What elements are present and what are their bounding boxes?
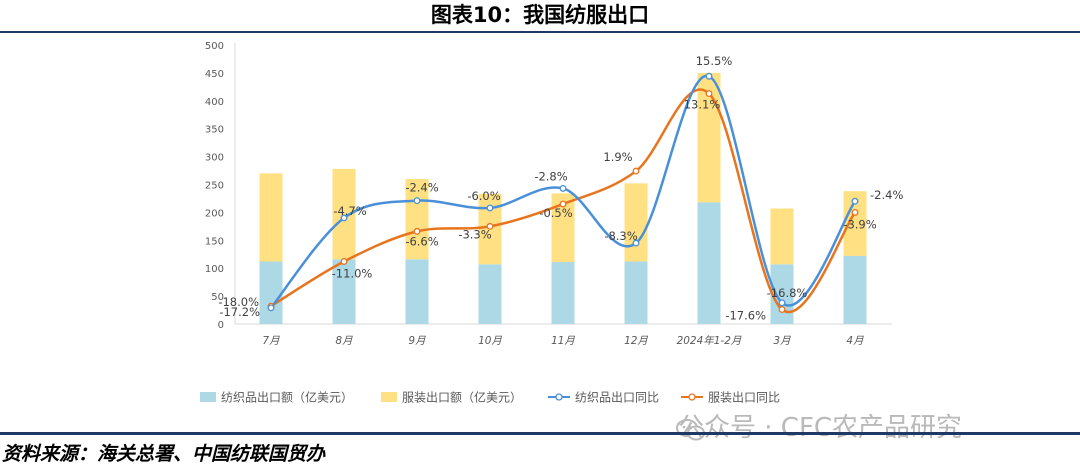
- watermark: 公众号 · CFC农产品研究: [678, 413, 963, 443]
- x-tick-label: 8月: [335, 335, 353, 347]
- point-apparel-yoy: [778, 306, 786, 313]
- data-label-apparel-yoy: -17.6%: [725, 308, 766, 322]
- data-label-apparel-yoy: -3.9%: [843, 217, 876, 231]
- x-tick-label: 9月: [408, 335, 426, 347]
- y-tick-label: 500: [205, 41, 224, 52]
- data-label-apparel-yoy: -6.6%: [405, 234, 438, 248]
- legend-textile-yoy: 纺织品出口同比: [575, 391, 659, 405]
- line-apparel-yoy: [270, 88, 857, 314]
- y-tick-label: 300: [205, 153, 224, 164]
- y-tick-label: 400: [205, 97, 224, 108]
- y-tick-label: 250: [205, 181, 224, 192]
- point-apparel-yoy: [413, 227, 421, 235]
- data-label-textile-yoy: -8.3%: [604, 229, 637, 243]
- figure-title: 图表10：我国纺服出口: [430, 3, 650, 27]
- bar-textile-export: [332, 259, 356, 324]
- y-tick-label: 350: [205, 125, 224, 136]
- point-textile-yoy: [267, 304, 275, 312]
- chart: 0 50 100 150 200 250 300 350 400 450 500 7月 8月 9月 10月…: [200, 41, 903, 405]
- y-tick-label: 50: [211, 292, 224, 303]
- legend-textile-export: 纺织品出口额（亿美元）: [221, 390, 353, 405]
- y-tick-label: 150: [205, 236, 224, 247]
- bar-textile-export: [770, 264, 794, 324]
- bar-apparel-export: [332, 168, 356, 260]
- data-label-textile-yoy: -16.8%: [767, 286, 808, 300]
- bar-textile-export: [405, 259, 429, 324]
- x-tick-label: 4月: [846, 335, 864, 347]
- x-tick-label: 11月: [551, 335, 575, 347]
- bar-textile-export: [843, 255, 867, 324]
- bar-apparel-export: [770, 208, 794, 265]
- bar-apparel-export: [843, 191, 867, 256]
- point-textile-yoy: [413, 197, 421, 205]
- y-tick-label: 0: [218, 320, 224, 331]
- bar-textile-export: [551, 262, 575, 324]
- source-note: 资料来源：海关总署、中国纺联国贸办: [2, 443, 326, 465]
- lines: [267, 72, 859, 314]
- x-axis: 7月 8月 9月 10月 11月 12月 2024年1-2月 3月 4月: [262, 335, 864, 347]
- point-apparel-yoy: [851, 208, 859, 216]
- data-label-apparel-yoy: -3.3%: [458, 227, 491, 241]
- point-apparel-yoy: [340, 258, 348, 265]
- point-apparel-yoy: [705, 90, 713, 97]
- point-textile-yoy: [486, 204, 494, 212]
- data-label-textile-yoy: -18.0%: [218, 295, 259, 309]
- bar-apparel-export: [405, 178, 429, 260]
- x-tick-label: 2024年1-2月: [677, 335, 742, 347]
- legend-textile-yoy-marker: [555, 393, 563, 401]
- data-label-apparel-yoy: -11.0%: [332, 267, 373, 281]
- point-apparel-yoy: [559, 200, 567, 208]
- data-label-textile-yoy: 15.5%: [696, 54, 733, 68]
- data-label-apparel-yoy: -17.2%: [219, 305, 260, 319]
- x-tick-label: 3月: [773, 335, 791, 347]
- bar-apparel-export: [551, 193, 575, 263]
- legend: 纺织品出口额（亿美元） 服装出口额（亿美元） 纺织品出口同比 服装出口同比: [200, 390, 780, 405]
- y-tick-label: 100: [205, 264, 224, 275]
- bar-textile-export: [478, 264, 502, 324]
- bar-apparel-export: [624, 183, 648, 262]
- x-tick-label: 7月: [262, 335, 280, 347]
- x-tick-label: 12月: [624, 335, 648, 347]
- data-label-textile-yoy: -4.7%: [333, 204, 366, 218]
- legend-apparel-yoy-marker: [688, 393, 696, 401]
- data-label-textile-yoy: -2.4%: [405, 181, 438, 195]
- point-textile-yoy: [340, 214, 348, 222]
- point-textile-yoy: [559, 184, 567, 192]
- point-apparel-yoy: [632, 167, 640, 175]
- y-tick-label: 200: [205, 208, 224, 219]
- bar-textile-export: [624, 261, 648, 324]
- legend-apparel-yoy: 服装出口同比: [708, 391, 780, 405]
- bar-apparel-export: [697, 72, 721, 203]
- bar-textile-export: [259, 261, 283, 324]
- y-tick-label: 450: [205, 69, 224, 80]
- data-label-apparel-yoy: 13.1%: [684, 98, 721, 112]
- line-textile-yoy: [270, 74, 857, 309]
- legend-apparel-export: 服装出口额（亿美元）: [402, 390, 522, 405]
- x-tick-label: 10月: [478, 335, 502, 347]
- point-apparel-yoy: [486, 222, 494, 230]
- point-textile-yoy: [851, 197, 859, 205]
- data-label-textile-yoy: -2.8%: [534, 169, 567, 183]
- legend-textile-export-swatch: [200, 392, 216, 402]
- point-textile-yoy: [705, 72, 713, 80]
- data-label-apparel-yoy: -0.5%: [539, 206, 572, 220]
- point-textile-yoy: [632, 239, 640, 247]
- bottom-rule: [0, 432, 1080, 435]
- top-rule: [0, 31, 1080, 33]
- data-label-apparel-yoy: 1.9%: [603, 150, 632, 164]
- point-textile-yoy: [778, 299, 786, 307]
- bar-apparel-export: [259, 173, 283, 262]
- legend-apparel-export-swatch: [381, 392, 397, 402]
- bar-textile-export: [697, 202, 721, 324]
- data-label-textile-yoy: -6.0%: [467, 189, 500, 203]
- data-label-textile-yoy: -2.4%: [870, 188, 903, 202]
- point-labels: -18.0% -4.7% -2.4% -6.0% -2.8% -8.3% 15.5% -16.…: [218, 54, 903, 322]
